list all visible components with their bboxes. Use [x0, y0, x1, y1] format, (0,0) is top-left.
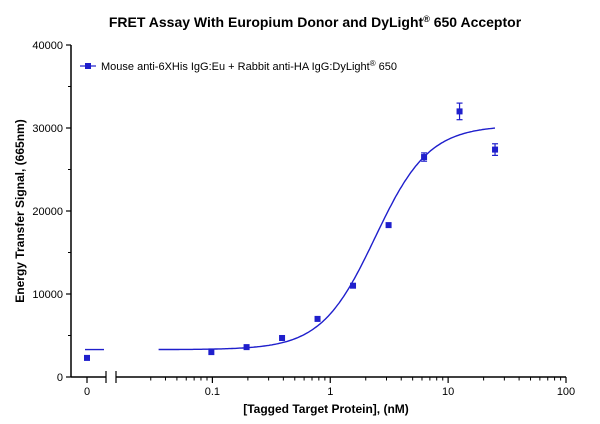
x-tick-label: 1: [327, 386, 333, 398]
x-axis-label: [Tagged Target Protein], (nM): [243, 402, 409, 416]
legend-swatch-marker: [85, 63, 91, 69]
plot-area: [84, 102, 499, 361]
data-point: [208, 349, 215, 356]
data-point: [279, 334, 286, 341]
data-point: [385, 222, 392, 229]
y-tick-label: 20000: [32, 206, 63, 218]
chart-title: FRET Assay With Europium Donor and DyLig…: [109, 14, 522, 30]
data-point: [84, 354, 90, 361]
y-tick-label: 10000: [32, 289, 63, 301]
data-point: [314, 315, 321, 322]
data-point: [243, 344, 250, 351]
x-tick-label: 10: [442, 386, 454, 398]
data-point: [492, 146, 499, 153]
x-tick-label: 0: [84, 386, 90, 398]
data-point: [350, 282, 357, 289]
y-axis-label: Energy Transfer Signal, (665nm): [13, 119, 27, 302]
axes: 0 10000 20000 30000 40000 0 0.1 1 10 100: [32, 40, 575, 398]
y-tick-label: 30000: [32, 123, 63, 135]
legend-label: Mouse anti-6XHis IgG:Eu + Rabbit anti-HA…: [101, 59, 397, 73]
data-point: [421, 154, 428, 161]
y-tick-label: 40000: [32, 40, 63, 52]
legend: Mouse anti-6XHis IgG:Eu + Rabbit anti-HA…: [80, 59, 397, 73]
x-tick-label: 0.1: [205, 386, 220, 398]
fit-curve: [85, 127, 496, 351]
data-point: [456, 108, 463, 115]
y-tick-label: 0: [57, 372, 63, 384]
x-tick-label: 100: [557, 386, 575, 398]
